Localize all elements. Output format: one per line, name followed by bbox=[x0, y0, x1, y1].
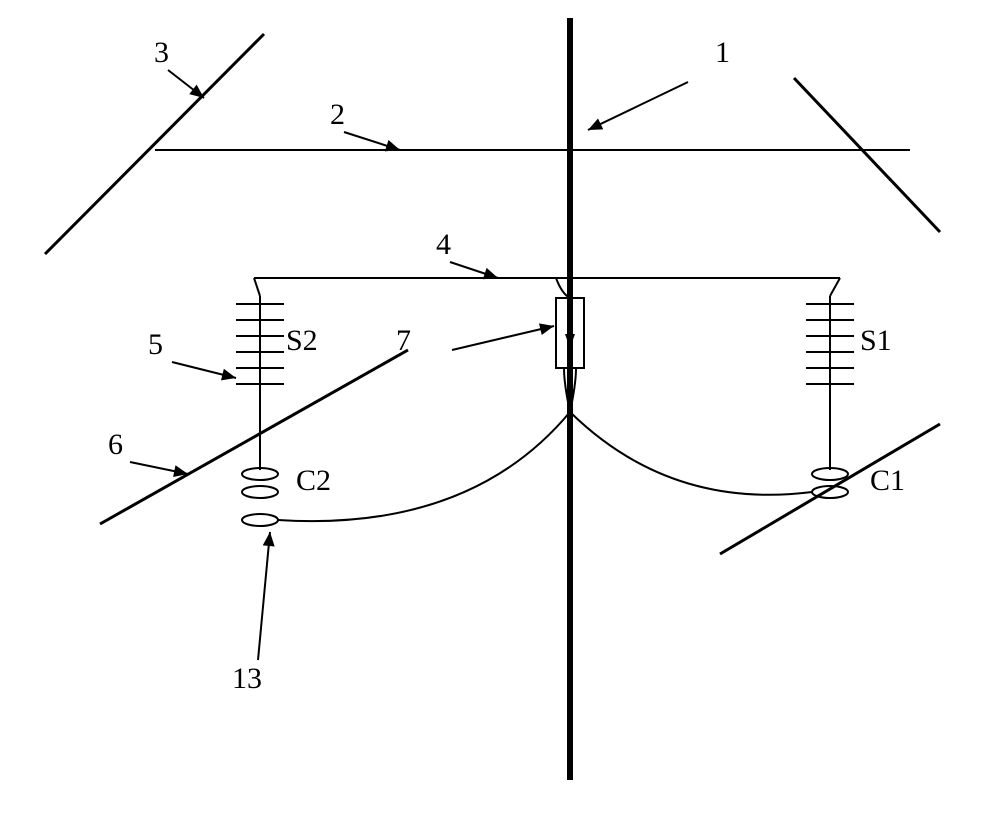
crossbar-right-drop bbox=[830, 278, 840, 296]
callout-label-13: 13 bbox=[232, 662, 262, 695]
callout-label-7: 7 bbox=[396, 324, 411, 357]
label-S1: S1 bbox=[860, 324, 892, 357]
crossbar-left-drop bbox=[254, 278, 260, 296]
callout-label-6: 6 bbox=[108, 428, 123, 461]
label-C2: C2 bbox=[296, 464, 331, 497]
callout-label-2: 2 bbox=[330, 98, 345, 131]
contact-left-extra bbox=[242, 514, 278, 526]
label-C1: C1 bbox=[870, 464, 905, 497]
callout-label-4: 4 bbox=[436, 228, 451, 261]
callout-label-1: 1 bbox=[715, 36, 730, 69]
cable-to-c1 bbox=[570, 412, 812, 495]
callout-4-head bbox=[483, 268, 498, 279]
arrester-arrow-head bbox=[565, 334, 575, 348]
callout-3-head bbox=[189, 85, 204, 98]
callout-13-head bbox=[263, 532, 275, 546]
label-S2: S2 bbox=[286, 324, 318, 357]
callout-7-shaft bbox=[452, 326, 554, 350]
callout-label-3: 3 bbox=[154, 36, 169, 69]
callout-label-5: 5 bbox=[148, 328, 163, 361]
callout-1-shaft bbox=[588, 82, 688, 130]
callout-2-head bbox=[385, 140, 400, 151]
callout-5-head bbox=[221, 369, 236, 381]
callout-13-shaft bbox=[258, 532, 270, 660]
contact-left-lower bbox=[242, 486, 278, 498]
callout-7-head bbox=[539, 323, 554, 335]
upper-right-diagonal bbox=[794, 78, 940, 232]
